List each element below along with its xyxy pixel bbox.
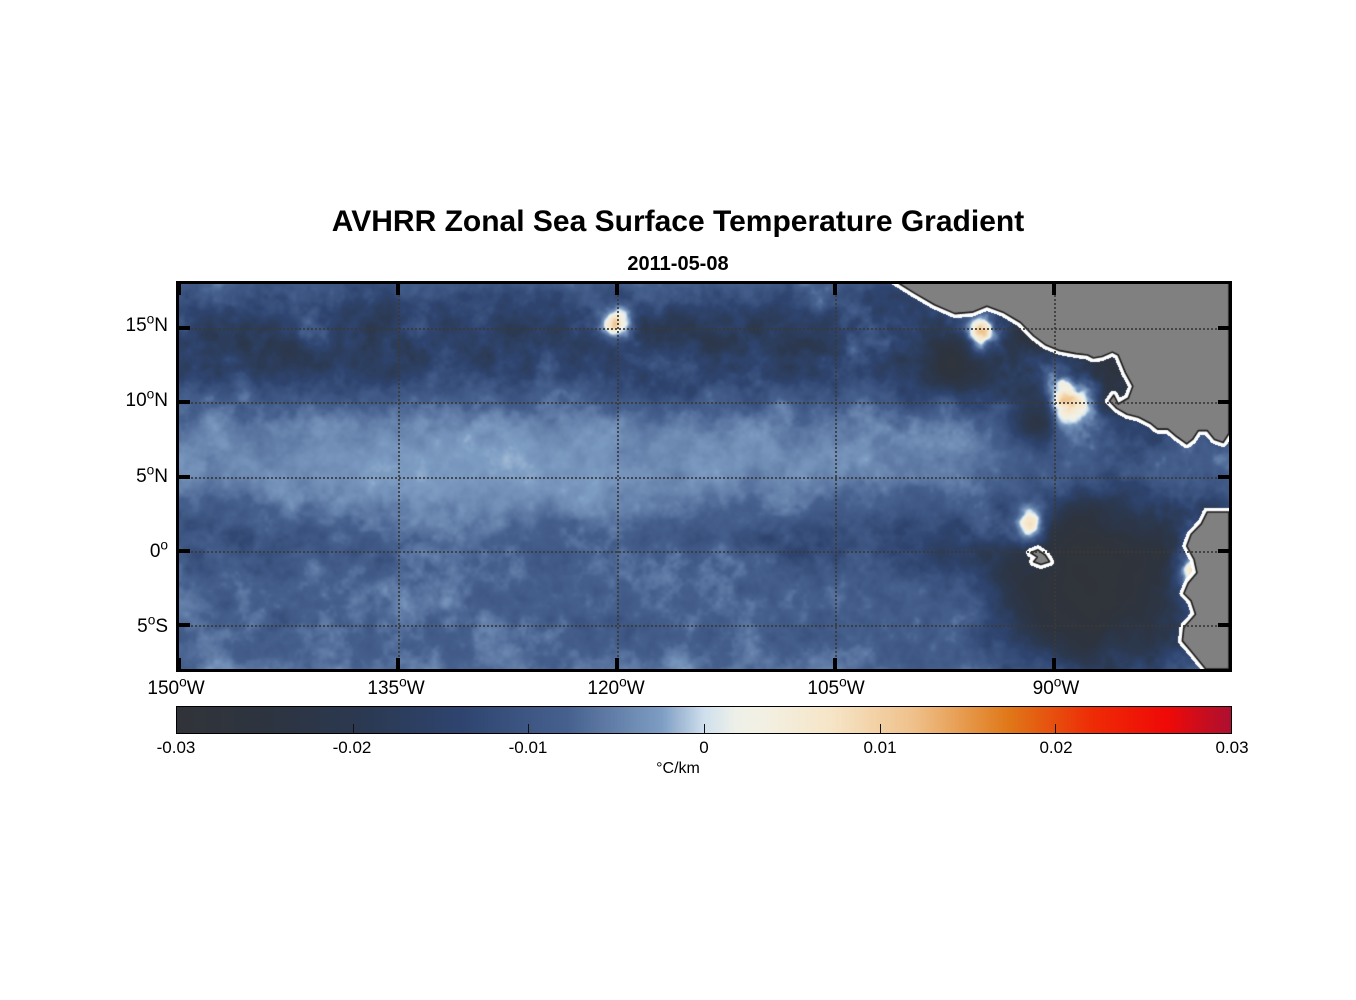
- gridline-latitude: [179, 624, 1229, 627]
- y-axis-tick: [179, 326, 190, 331]
- colorbar-tick: [352, 724, 354, 733]
- gridline-longitude: [397, 284, 400, 669]
- y-axis-tick: [1218, 400, 1229, 405]
- colorbar-tick-label: -0.02: [332, 738, 372, 757]
- colorbar-tick-label: 0.03: [1215, 738, 1249, 757]
- colorbar-unit-label: °C/km: [656, 760, 700, 777]
- x-axis-tick: [179, 284, 181, 295]
- x-axis-tick-label: 135oW: [367, 674, 425, 699]
- colorbar-tick: [704, 724, 705, 733]
- chart-subtitle: 2011-05-08: [627, 253, 729, 275]
- colorbar-tick-label: 0.01: [863, 738, 897, 757]
- colorbar-tick-label: 0: [699, 738, 709, 757]
- gridline-longitude: [616, 284, 619, 669]
- y-axis-tick: [179, 548, 190, 553]
- gridline-longitude: [835, 284, 838, 669]
- gridline-longitude: [1054, 284, 1056, 669]
- x-axis-tick: [1052, 284, 1056, 295]
- colorbar: [176, 706, 1232, 734]
- x-axis-tick: [395, 658, 400, 669]
- y-axis-tick: [179, 474, 190, 479]
- x-axis-tick: [1052, 658, 1056, 669]
- colorbar-tick: [1055, 724, 1057, 733]
- gridline-latitude: [179, 402, 1229, 405]
- gridline-latitude: [179, 550, 1229, 553]
- y-axis-tick-label: 15oN: [125, 311, 168, 337]
- x-axis-tick: [395, 284, 400, 295]
- x-axis-tick: [614, 284, 619, 295]
- colorbar-tick: [528, 724, 530, 733]
- y-axis-tick-label: 0o: [149, 537, 168, 562]
- y-axis-tick-label: 5oS: [137, 612, 168, 637]
- colorbar-tick-label: -0.01: [508, 738, 548, 757]
- map-axes: [176, 281, 1232, 672]
- y-axis-tick: [179, 622, 190, 627]
- y-axis-tick: [1218, 548, 1229, 553]
- colorbar-tick-label: 0.02: [1039, 738, 1073, 757]
- colorbar-tick-label: -0.03: [156, 738, 196, 757]
- chart-title: AVHRR Zonal Sea Surface Temperature Grad…: [331, 205, 1025, 238]
- gridline-latitude: [179, 328, 1229, 331]
- colorbar-tick-labels: -0.03 -0.02 -0.01 0 0.01 0.02 0.03: [157, 738, 1249, 764]
- x-axis-tick-label: 150oW: [147, 674, 205, 699]
- x-axis-tick: [833, 658, 838, 669]
- x-axis-tick: [833, 284, 838, 295]
- y-axis-tick-label: 10oN: [125, 386, 168, 412]
- x-axis-tick-labels: 150oW 135oW 120oW 105oW 90oW: [147, 674, 1232, 708]
- gridline-latitude: [179, 476, 1229, 479]
- y-axis-tick: [1218, 622, 1229, 627]
- x-axis-tick-label: 105oW: [807, 674, 865, 699]
- colorbar-tick: [879, 724, 881, 733]
- y-axis-tick: [1218, 326, 1229, 331]
- x-axis-tick-label: 90oW: [1032, 674, 1080, 699]
- y-axis-tick: [179, 400, 190, 405]
- y-axis-tick-label: 5oN: [136, 462, 168, 487]
- x-axis-tick: [179, 658, 181, 669]
- y-axis-tick-labels: 15oN 10oN 5oN 0o 5oS: [56, 281, 168, 672]
- x-axis-tick-label: 120oW: [587, 674, 645, 699]
- x-axis-tick: [614, 658, 619, 669]
- y-axis-tick: [1218, 474, 1229, 479]
